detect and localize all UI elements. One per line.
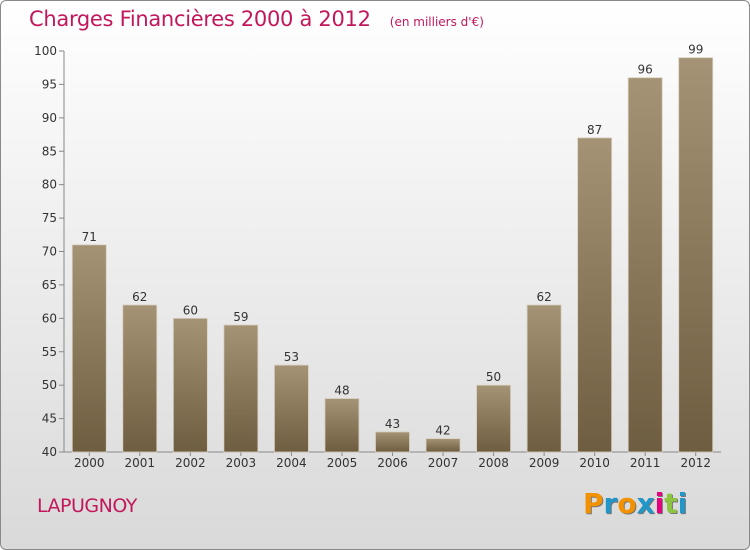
data-label: 71 xyxy=(82,230,97,244)
y-tick-label: 95 xyxy=(42,77,57,91)
logo-letter: i xyxy=(677,487,688,520)
x-tick-label: 2001 xyxy=(125,456,156,470)
y-tick-label: 60 xyxy=(42,311,57,325)
y-tick-label: 40 xyxy=(42,445,57,459)
bar xyxy=(324,398,360,453)
data-label: 60 xyxy=(183,303,198,317)
x-tick-label: 2007 xyxy=(428,456,459,470)
logo-letter: o xyxy=(617,487,637,520)
bar xyxy=(375,431,410,453)
x-tick-label: 2006 xyxy=(377,456,408,470)
data-label: 62 xyxy=(132,290,147,304)
data-label: 99 xyxy=(688,43,703,57)
bar xyxy=(425,438,461,453)
x-tick-label: 2004 xyxy=(276,456,307,470)
y-tick-label: 65 xyxy=(42,278,57,292)
x-tick-label: 2002 xyxy=(175,456,206,470)
logo-letter: x xyxy=(636,487,655,520)
data-label: 62 xyxy=(536,290,551,304)
x-tick-label: 2005 xyxy=(327,456,358,470)
y-tick-label: 100 xyxy=(34,44,57,58)
logo-letter: r xyxy=(603,487,618,520)
y-tick-label: 75 xyxy=(42,211,57,225)
x-tick-label: 2003 xyxy=(226,456,257,470)
data-labels: 71 62 60 59 53 48 43 42 50 62 87 96 99 xyxy=(82,43,704,438)
y-tick-label: 80 xyxy=(42,178,57,192)
x-tick-label: 2009 xyxy=(529,456,560,470)
bar xyxy=(223,324,259,453)
bar xyxy=(122,304,158,453)
bar xyxy=(577,137,613,453)
data-label: 50 xyxy=(486,370,501,384)
x-tick-label: 2008 xyxy=(478,456,509,470)
x-tick-label: 2000 xyxy=(74,456,105,470)
chart-unit: (en milliers d'€) xyxy=(389,15,484,29)
x-tick-label: 2012 xyxy=(680,456,711,470)
commune-name: LAPUGNOY xyxy=(37,495,137,517)
logo-letter: i xyxy=(654,487,665,520)
x-tick-label: 2011 xyxy=(630,456,661,470)
data-label: 87 xyxy=(587,123,602,137)
chart-title: Charges Financières 2000 à 2012 xyxy=(29,7,371,31)
bar xyxy=(526,304,562,453)
y-tick-label: 90 xyxy=(42,111,57,125)
data-label: 59 xyxy=(233,310,248,324)
bar xyxy=(172,317,208,453)
data-label: 42 xyxy=(435,424,450,438)
data-label: 96 xyxy=(638,63,653,77)
y-tick-label: 70 xyxy=(42,245,57,259)
y-tick-label: 45 xyxy=(42,412,57,426)
data-label: 43 xyxy=(385,417,400,431)
bar xyxy=(274,364,309,453)
proxiti-logo: Proxiti xyxy=(583,487,687,520)
y-tick-label: 55 xyxy=(42,345,57,359)
data-label: 48 xyxy=(334,384,349,398)
bar xyxy=(71,244,107,453)
y-tick-label: 50 xyxy=(42,378,57,392)
bar xyxy=(627,77,663,453)
logo-letter: t xyxy=(664,487,678,520)
data-label: 53 xyxy=(284,350,299,364)
x-tick-label: 2010 xyxy=(579,456,610,470)
bar xyxy=(678,57,714,453)
title-row: Charges Financières 2000 à 2012 (en mill… xyxy=(29,7,484,31)
y-tick-label: 85 xyxy=(42,144,57,158)
bars xyxy=(71,57,714,453)
axes: 40 45 50 55 60 65 70 75 80 85 90 95 100 2000 2001 2002 2… xyxy=(34,44,721,470)
logo-letter: P xyxy=(583,487,604,520)
bar xyxy=(476,384,511,453)
